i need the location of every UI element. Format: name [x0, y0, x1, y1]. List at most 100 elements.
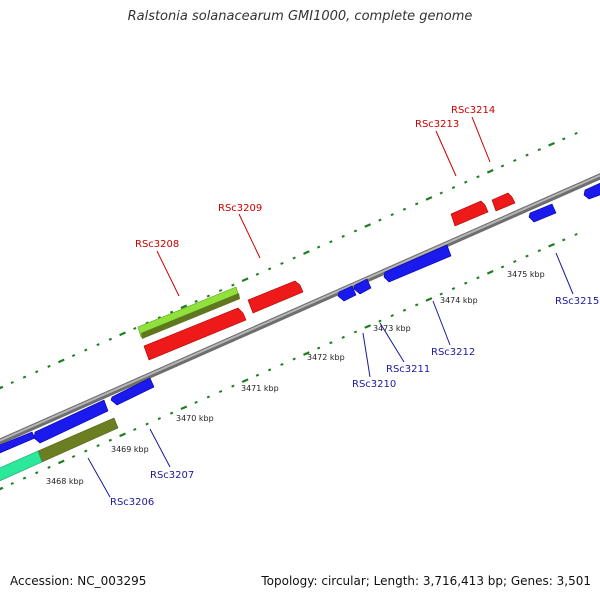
- tick-mark: [562, 137, 566, 141]
- tick-mark: [390, 314, 394, 318]
- tick-mark: [71, 454, 76, 459]
- tick-mark: [255, 373, 260, 377]
- tick-label-3471: 3471 kbp: [241, 384, 279, 393]
- tick-label-3475: 3475 kbp: [507, 270, 545, 279]
- tick-mark: [464, 281, 468, 285]
- tick-mark: [451, 186, 456, 190]
- tick-mark: [402, 207, 407, 211]
- map-title: Ralstonia solanacearum GMI1000, complete…: [127, 9, 473, 24]
- tick-mark: [10, 381, 14, 385]
- tick-mark: [194, 299, 198, 303]
- tick-mark: [548, 242, 555, 248]
- inner-tick-row: [0, 232, 578, 491]
- gene-arrow-rsc3206b: [33, 399, 109, 444]
- gene-label-rsc3214: RSc3214: [451, 105, 495, 116]
- gene-arrow-rsc3215: [528, 203, 557, 223]
- tick-mark: [574, 131, 578, 135]
- tick-mark: [425, 196, 433, 201]
- tick-mark: [169, 411, 174, 415]
- gene-arrow-rsc3211: [353, 278, 372, 295]
- gene-label-rsc3213: RSc3213: [415, 119, 459, 130]
- tick-label-3472: 3472 kbp: [307, 353, 345, 362]
- tick-mark: [353, 330, 358, 334]
- tick-mark: [47, 465, 51, 469]
- tick-mark: [525, 153, 529, 157]
- leader-rsc3212: [432, 300, 451, 346]
- accession-text: Accession: NC_003295: [10, 574, 147, 588]
- tick-mark: [316, 346, 321, 350]
- tick-mark: [415, 303, 419, 307]
- tick-label-3470: 3470 kbp: [176, 414, 214, 423]
- tick-mark: [329, 240, 333, 244]
- tick-mark: [303, 250, 310, 255]
- tick-mark: [548, 141, 555, 147]
- tick-mark: [378, 319, 382, 323]
- gene-arrow-rsc3213: [450, 200, 489, 227]
- gene-arrow-rsc3214: [491, 192, 516, 212]
- tick-mark: [71, 353, 76, 358]
- tick-label-3469: 3469 kbp: [111, 445, 149, 454]
- gene-arrow-offscreen: [583, 182, 600, 200]
- tick-mark: [574, 232, 578, 236]
- tick-mark: [206, 294, 211, 298]
- tick-mark: [292, 357, 296, 361]
- tick-mark: [537, 249, 541, 253]
- tick-mark: [35, 471, 39, 475]
- gene-arrow-rsc3210: [337, 285, 357, 302]
- gene-label-rsc3208: RSc3208: [135, 239, 179, 250]
- genome-backbone-highlight: [0, 174, 600, 442]
- tick-mark: [84, 348, 88, 352]
- tick-mark: [47, 364, 51, 368]
- gene-label-rsc3207: RSc3207: [150, 470, 194, 481]
- tick-mark: [108, 337, 112, 341]
- tick-mark: [292, 256, 296, 260]
- tick-mark: [241, 378, 249, 384]
- tick-mark: [451, 287, 456, 291]
- tick-mark: [280, 362, 284, 366]
- tick-mark: [402, 308, 407, 312]
- tick-mark: [231, 384, 235, 388]
- tick-mark: [267, 368, 272, 372]
- tick-mark: [439, 191, 443, 195]
- tick-mark: [22, 476, 27, 480]
- tick-mark: [267, 267, 272, 271]
- leader-rsc3210: [362, 332, 371, 378]
- tick-mark: [133, 427, 137, 431]
- tick-mark: [10, 482, 14, 486]
- tick-mark: [341, 335, 345, 339]
- tick-mark: [486, 168, 494, 174]
- track-olive-segment: [141, 293, 240, 339]
- tick-mark: [439, 292, 443, 296]
- tick-mark: [513, 158, 517, 163]
- tick-mark: [218, 389, 223, 394]
- tick-mark: [231, 283, 235, 287]
- track-aqua-reverse: [0, 450, 43, 482]
- tick-mark: [364, 223, 372, 228]
- gene-label-rsc3210: RSc3210: [352, 379, 396, 390]
- gene-label-rsc3215: RSc3215: [555, 296, 599, 307]
- tick-mark: [486, 269, 494, 275]
- tick-mark: [0, 486, 4, 491]
- tick-mark: [119, 331, 126, 337]
- tick-mark: [303, 351, 310, 356]
- tick-mark: [0, 385, 4, 390]
- outer-tick-row: [0, 131, 578, 390]
- tick-mark: [390, 213, 394, 217]
- leader-rsc3211: [379, 322, 405, 363]
- tick-mark: [180, 405, 188, 411]
- leader-lines: [87, 116, 574, 498]
- gene-label-rsc3211: RSc3211: [386, 364, 430, 375]
- leader-rsc3209: [238, 213, 261, 259]
- tick-mark: [525, 254, 529, 258]
- tick-mark: [180, 304, 188, 310]
- gene-arrow-rsc3207: [110, 377, 155, 406]
- tick-mark: [476, 175, 480, 179]
- leader-rsc3213: [435, 130, 457, 177]
- tick-mark: [464, 180, 468, 184]
- tick-mark: [157, 417, 162, 421]
- tick-mark: [57, 358, 65, 364]
- tick-mark: [415, 202, 419, 206]
- gene-arrow-rsc3209: [247, 280, 304, 314]
- gene-label-rsc3206: RSc3206: [110, 497, 154, 508]
